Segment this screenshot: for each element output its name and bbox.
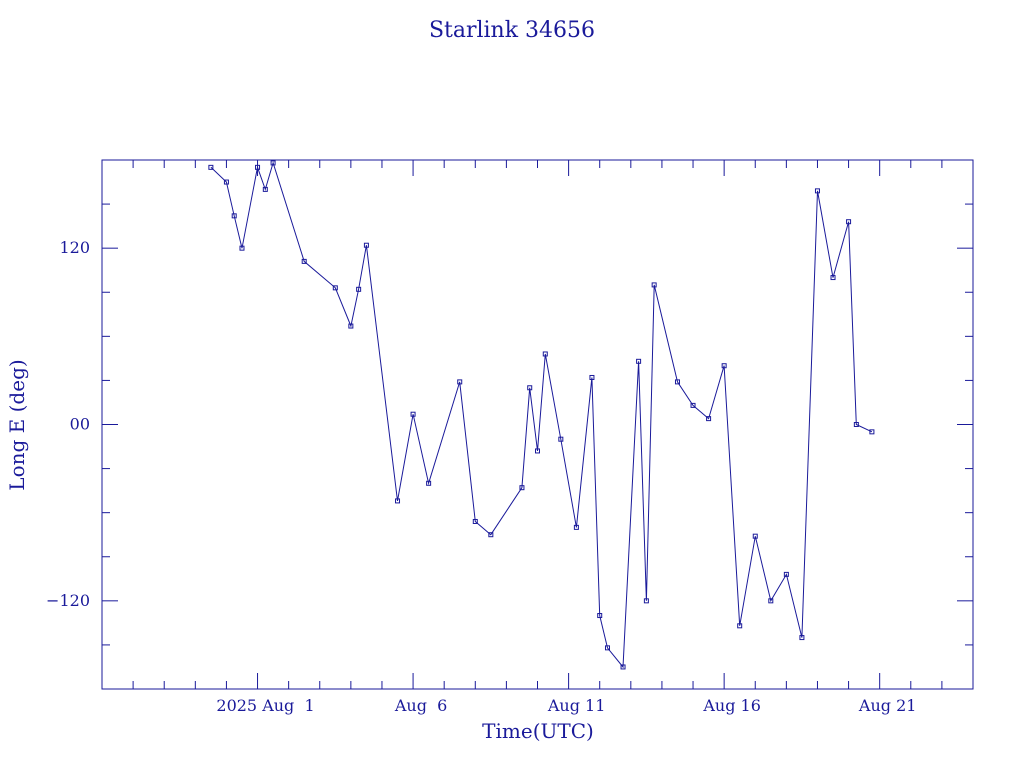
x-tick-label: Aug 6 xyxy=(394,696,447,715)
data-point xyxy=(231,213,237,219)
x-tick-label: Aug 16 xyxy=(702,696,761,715)
x-tick-label: Aug 11 xyxy=(547,696,606,715)
x-axis-label: Time(UTC) xyxy=(482,719,594,743)
y-tick-label: 120 xyxy=(59,238,90,257)
data-point xyxy=(332,285,338,291)
tick-labels: 120 00 −120 2025 Aug 1 Aug 6 Aug 11 Aug 16 Aug … xyxy=(46,238,916,715)
series-line xyxy=(210,161,873,669)
y-tick-label: −120 xyxy=(46,591,90,610)
data-point xyxy=(690,402,696,408)
data-point xyxy=(410,411,416,417)
data-point xyxy=(752,533,758,539)
data-point xyxy=(472,518,478,524)
data-point xyxy=(620,664,626,670)
data-point xyxy=(589,374,595,380)
data-point xyxy=(853,422,859,427)
x-tick-label: 2025 Aug 1 xyxy=(216,696,314,715)
data-point xyxy=(488,532,494,538)
data-point xyxy=(783,571,789,577)
data-point xyxy=(643,598,649,604)
data-point xyxy=(255,164,261,170)
data-point xyxy=(223,179,229,185)
data-point xyxy=(768,598,774,604)
data-point xyxy=(542,351,548,357)
x-tick-label: Aug 21 xyxy=(858,696,917,715)
data-point xyxy=(348,323,354,329)
data-point xyxy=(535,448,540,454)
data-point xyxy=(527,385,533,391)
data-line-group xyxy=(210,161,873,669)
data-point xyxy=(597,613,603,619)
axis-ticks xyxy=(101,159,974,690)
data-point xyxy=(239,245,245,251)
chart-title: Starlink 34656 xyxy=(429,18,595,43)
y-axis-label: Long E (deg) xyxy=(5,359,29,490)
data-point xyxy=(356,286,362,292)
data-point xyxy=(706,416,712,422)
data-point xyxy=(363,242,369,248)
data-point xyxy=(573,524,579,530)
data-point xyxy=(636,358,642,364)
data-point xyxy=(426,480,432,486)
data-point xyxy=(651,282,657,288)
y-tick-label: 00 xyxy=(70,415,90,434)
data-point xyxy=(846,219,852,225)
data-point xyxy=(737,623,743,629)
data-point xyxy=(262,186,268,192)
data-point xyxy=(558,436,564,442)
data-point xyxy=(869,429,875,435)
data-point xyxy=(270,160,276,166)
data-point xyxy=(457,379,463,385)
data-point xyxy=(519,485,525,491)
data-point xyxy=(395,498,401,504)
data-point xyxy=(208,164,214,170)
data-point xyxy=(604,645,610,651)
data-point xyxy=(301,258,307,264)
data-point xyxy=(674,379,680,385)
data-point xyxy=(799,635,805,641)
data-point xyxy=(814,188,820,194)
data-point xyxy=(721,363,727,369)
data-markers xyxy=(208,160,875,670)
data-point xyxy=(830,275,836,281)
plot-frame xyxy=(101,159,974,690)
plot-area xyxy=(101,159,974,690)
